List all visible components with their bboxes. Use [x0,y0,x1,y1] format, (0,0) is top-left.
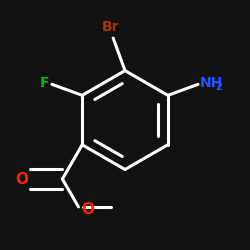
Text: 2: 2 [215,82,222,92]
Text: O: O [81,202,94,217]
Text: O: O [15,172,28,186]
Text: NH: NH [199,76,222,90]
Text: F: F [40,76,50,90]
Text: Br: Br [102,20,120,34]
